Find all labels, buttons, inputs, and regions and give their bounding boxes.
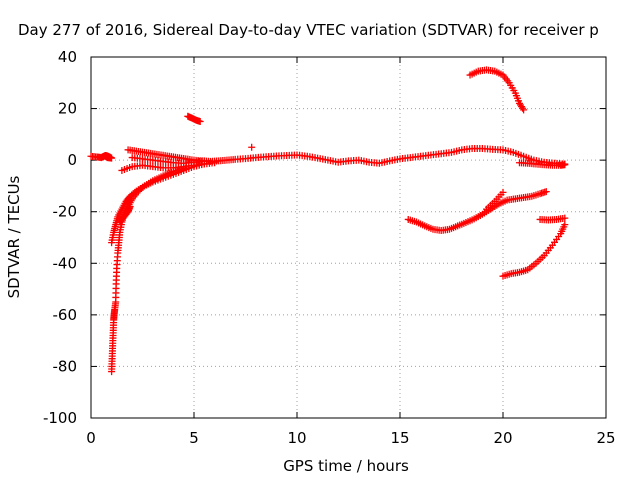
x-tick-label: 0 xyxy=(86,429,96,447)
series-track-11 xyxy=(483,188,507,213)
series-track-12 xyxy=(466,66,528,114)
x-tick-label: 15 xyxy=(390,429,409,447)
series-track-9 xyxy=(248,143,256,151)
x-tick-label: 25 xyxy=(596,429,615,447)
y-tick-label: 20 xyxy=(58,100,77,118)
y-tick-label: -20 xyxy=(53,203,78,221)
data-point xyxy=(542,188,550,196)
data-point xyxy=(118,215,126,223)
data-points xyxy=(87,66,569,376)
data-point xyxy=(131,188,139,196)
data-point xyxy=(520,106,528,114)
y-tick-label: -60 xyxy=(53,306,78,324)
axis-ticks xyxy=(90,56,607,419)
series-track-13 xyxy=(499,221,569,280)
data-point xyxy=(561,221,569,229)
series-track-15 xyxy=(515,159,569,169)
data-point xyxy=(101,152,109,160)
data-point xyxy=(196,117,204,125)
plot-frame xyxy=(90,56,607,419)
data-point xyxy=(499,188,507,196)
series-track-8 xyxy=(184,112,204,125)
y-tick-label: -100 xyxy=(43,409,77,427)
x-tick-label: 10 xyxy=(287,429,306,447)
x-tick-labels: 0 5 10 15 20 25 xyxy=(86,429,615,447)
y-tick-label: 0 xyxy=(67,151,77,169)
series-track-1 xyxy=(87,152,116,162)
x-tick-label: 5 xyxy=(189,429,199,447)
chart-title: Day 277 of 2016, Sidereal Day-to-day VTE… xyxy=(18,21,599,39)
y-tick-label: -80 xyxy=(53,357,78,375)
y-tick-label: 40 xyxy=(58,48,77,66)
series-track-14 xyxy=(536,214,569,224)
data-point xyxy=(200,157,208,165)
data-point xyxy=(119,214,127,222)
series-track-4 xyxy=(116,203,134,226)
y-tick-label: -40 xyxy=(53,254,78,272)
series-track-6 xyxy=(124,145,569,168)
y-axis-title: SDTVAR / TECUs xyxy=(5,175,23,298)
series-track-7 xyxy=(128,154,208,167)
data-point xyxy=(519,104,527,112)
series-track-2 xyxy=(108,160,208,376)
data-point xyxy=(561,161,569,169)
series-track-10 xyxy=(404,188,550,235)
series-track-3 xyxy=(108,164,190,247)
grid-lines xyxy=(91,57,606,418)
x-axis-title: GPS time / hours xyxy=(283,457,409,475)
data-point xyxy=(561,214,569,222)
x-tick-label: 20 xyxy=(493,429,512,447)
data-point xyxy=(248,143,256,151)
y-tick-labels: -100 -80 -60 -40 -20 0 20 40 xyxy=(43,48,77,427)
